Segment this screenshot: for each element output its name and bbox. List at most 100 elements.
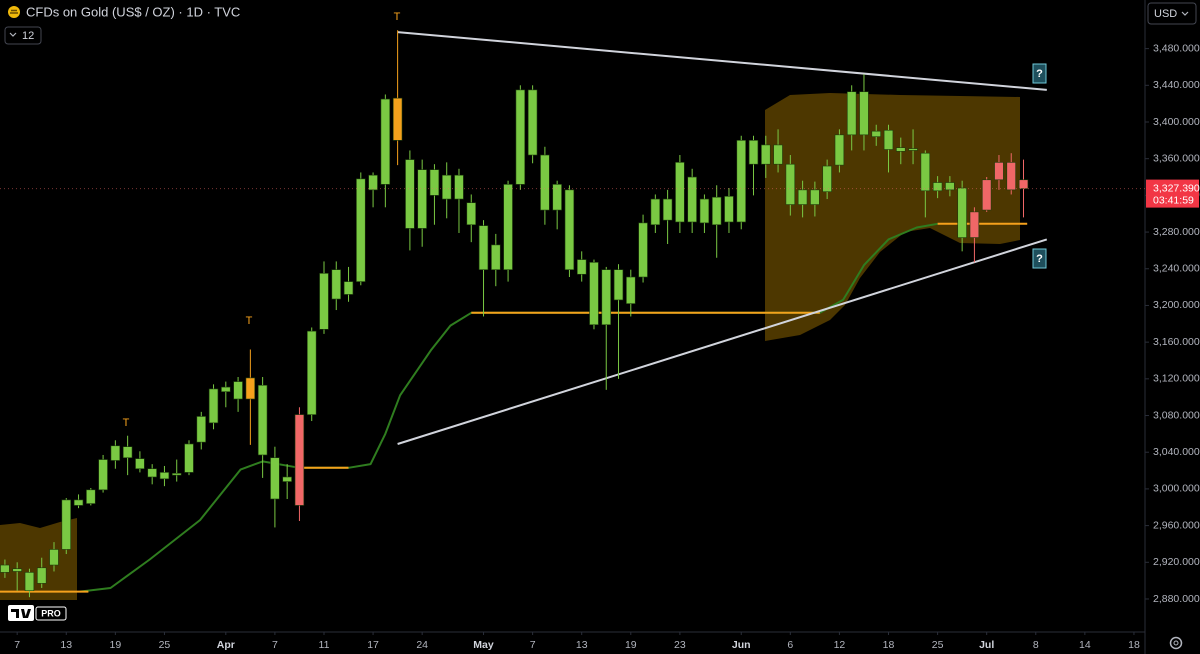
axes: 2,880.000 2,920.000 2,960.000 3,000.000 3,04… <box>14 42 1200 650</box>
candle-body <box>441 174 452 200</box>
candle-body <box>650 198 661 226</box>
candle-body <box>822 165 832 193</box>
x-tick-label: 25 <box>932 639 944 651</box>
candle-body <box>405 159 415 229</box>
x-tick-label: 11 <box>319 639 330 651</box>
candle-body <box>122 446 133 459</box>
candle-body <box>797 189 808 205</box>
symbol-title[interactable]: CFDs on Gold (US$ / OZ) · 1D · TVC <box>26 4 240 19</box>
candle-body <box>932 182 943 192</box>
y-tick-label: 3,040.000 <box>1153 446 1200 458</box>
candle-body <box>785 163 796 205</box>
candle-body <box>957 187 967 238</box>
x-tick-label: 23 <box>674 639 686 651</box>
candle-body <box>221 386 231 392</box>
logo-badge <box>35 606 67 621</box>
x-tick-label: 7 <box>272 639 278 651</box>
y-tick-label: 3,400.000 <box>1153 116 1200 128</box>
shaded-zone <box>0 518 77 600</box>
logo: PRO <box>8 605 67 621</box>
chevron-icon <box>9 32 17 37</box>
annotation[interactable]: ? <box>1036 253 1043 265</box>
price-tag-countdown: 03:41:59 <box>1153 194 1194 206</box>
candle-body <box>417 169 427 229</box>
candle-body <box>761 144 771 165</box>
annotation: T <box>246 315 253 327</box>
y-tick-label: 3,160.000 <box>1153 336 1200 348</box>
candle-body <box>294 414 305 506</box>
price-tag-box <box>1146 179 1199 208</box>
candle-body <box>503 184 513 270</box>
x-tick-label: 7 <box>530 639 536 651</box>
x-tick-label: 7 <box>14 639 20 651</box>
candle-body <box>883 129 894 150</box>
candle-body <box>86 489 96 504</box>
candle-body <box>233 381 243 400</box>
y-tick-label: 3,000.000 <box>1153 483 1200 495</box>
shaded-zone <box>765 93 1020 341</box>
candle-body <box>110 445 121 461</box>
annotation-box[interactable] <box>1032 63 1047 84</box>
annotation-box[interactable] <box>1032 248 1047 269</box>
x-tick-label: 25 <box>159 639 171 651</box>
x-tick-label: 19 <box>110 639 122 651</box>
candle-body <box>392 97 403 141</box>
candle-body <box>257 384 268 456</box>
settings-icon[interactable] <box>1169 636 1183 650</box>
candle-body <box>724 195 734 223</box>
candle-body <box>662 198 673 221</box>
candle-body <box>920 152 931 192</box>
currency-label[interactable]: USD <box>1154 8 1177 20</box>
candle-body <box>245 377 256 400</box>
overlay-line <box>397 238 1048 445</box>
candle-body <box>711 196 722 226</box>
candle-body <box>380 98 391 185</box>
candle-body <box>356 178 366 282</box>
overlay-line <box>397 31 1047 91</box>
candle-body <box>196 416 206 443</box>
currency-selector[interactable]: USD <box>1147 2 1197 25</box>
plot-area <box>0 30 1048 598</box>
candle-body <box>687 176 697 223</box>
x-tick-label: 18 <box>883 639 895 651</box>
x-tick-label: 14 <box>1079 639 1091 651</box>
logo-badge-label: PRO <box>41 608 61 618</box>
y-tick-label: 2,880.000 <box>1153 593 1200 605</box>
annotation: T <box>123 417 130 429</box>
x-tick-label: 13 <box>576 639 588 651</box>
settings-button[interactable] <box>1169 636 1183 650</box>
x-tick-label: 18 <box>1128 639 1140 651</box>
interval-badge[interactable] <box>4 26 42 45</box>
candle-body <box>601 269 611 326</box>
candle-body <box>319 273 329 330</box>
candle-body <box>282 476 292 482</box>
candle-body <box>859 91 869 136</box>
candle-body <box>478 225 489 270</box>
candle-body <box>73 499 84 506</box>
candle-body <box>748 140 759 165</box>
currency-box[interactable] <box>1147 2 1197 25</box>
y-tick-label: 3,440.000 <box>1153 79 1200 91</box>
candle-body <box>871 130 881 137</box>
candle-body <box>172 473 182 476</box>
candle-body <box>773 144 783 165</box>
candle-body <box>135 458 145 470</box>
candle-body <box>576 259 587 275</box>
interval-badge-label[interactable]: 12 <box>22 30 34 42</box>
candle-body <box>331 269 341 300</box>
x-tick-label: Apr <box>217 639 235 651</box>
x-tick-label: 8 <box>1033 639 1039 651</box>
settings-icon-center[interactable] <box>1173 640 1179 646</box>
x-tick-label: May <box>473 639 494 651</box>
x-tick-label: Jul <box>979 639 994 651</box>
candle-body <box>466 202 476 226</box>
candle-body <box>834 134 845 166</box>
candle-body <box>945 182 955 191</box>
annotation[interactable]: ? <box>1036 68 1043 80</box>
candle-body <box>1018 179 1029 189</box>
candle-body <box>12 568 22 572</box>
candle-body <box>184 443 194 473</box>
candle-body <box>908 148 918 151</box>
